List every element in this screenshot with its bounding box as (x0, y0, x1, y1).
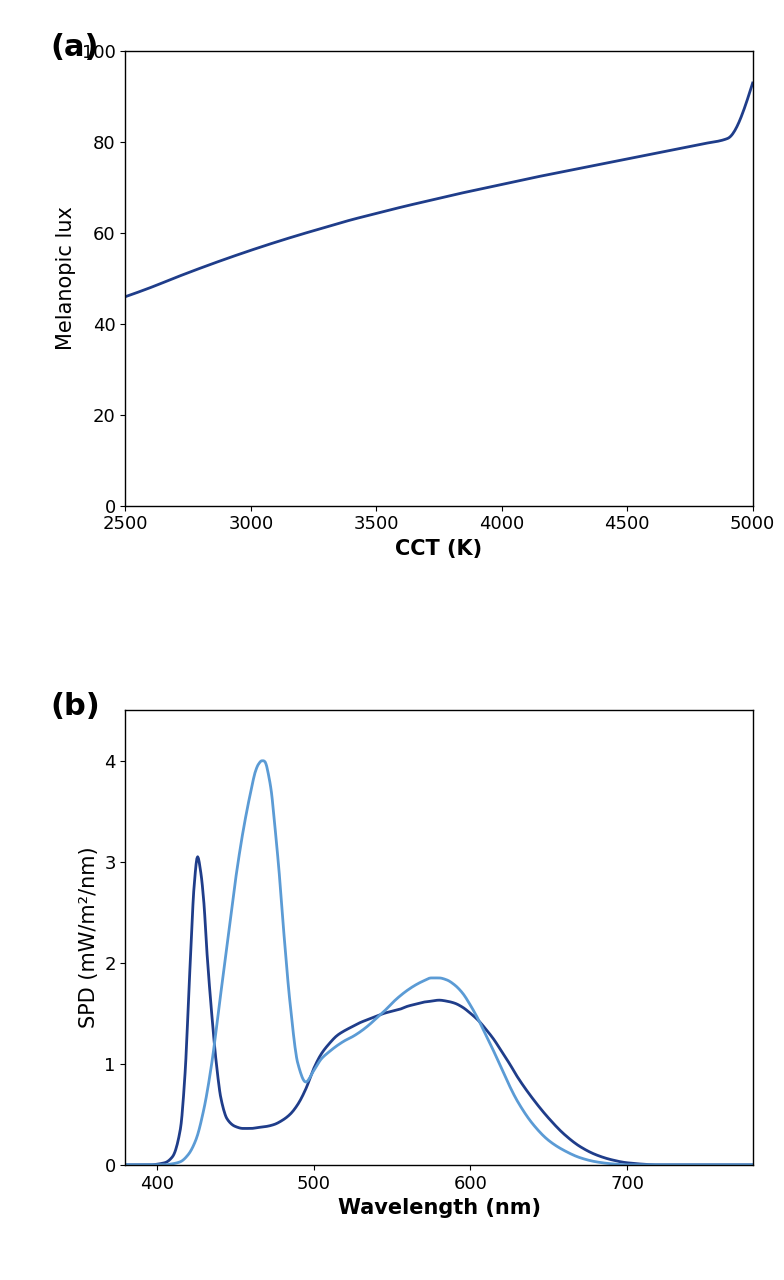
X-axis label: CCT (K): CCT (K) (395, 539, 483, 559)
Y-axis label: Melanopic lux: Melanopic lux (56, 206, 76, 351)
Text: (b): (b) (50, 692, 100, 721)
X-axis label: Wavelength (nm): Wavelength (nm) (338, 1198, 540, 1219)
Text: (a): (a) (50, 33, 99, 61)
Y-axis label: SPD (mW/m²/nm): SPD (mW/m²/nm) (78, 847, 99, 1028)
